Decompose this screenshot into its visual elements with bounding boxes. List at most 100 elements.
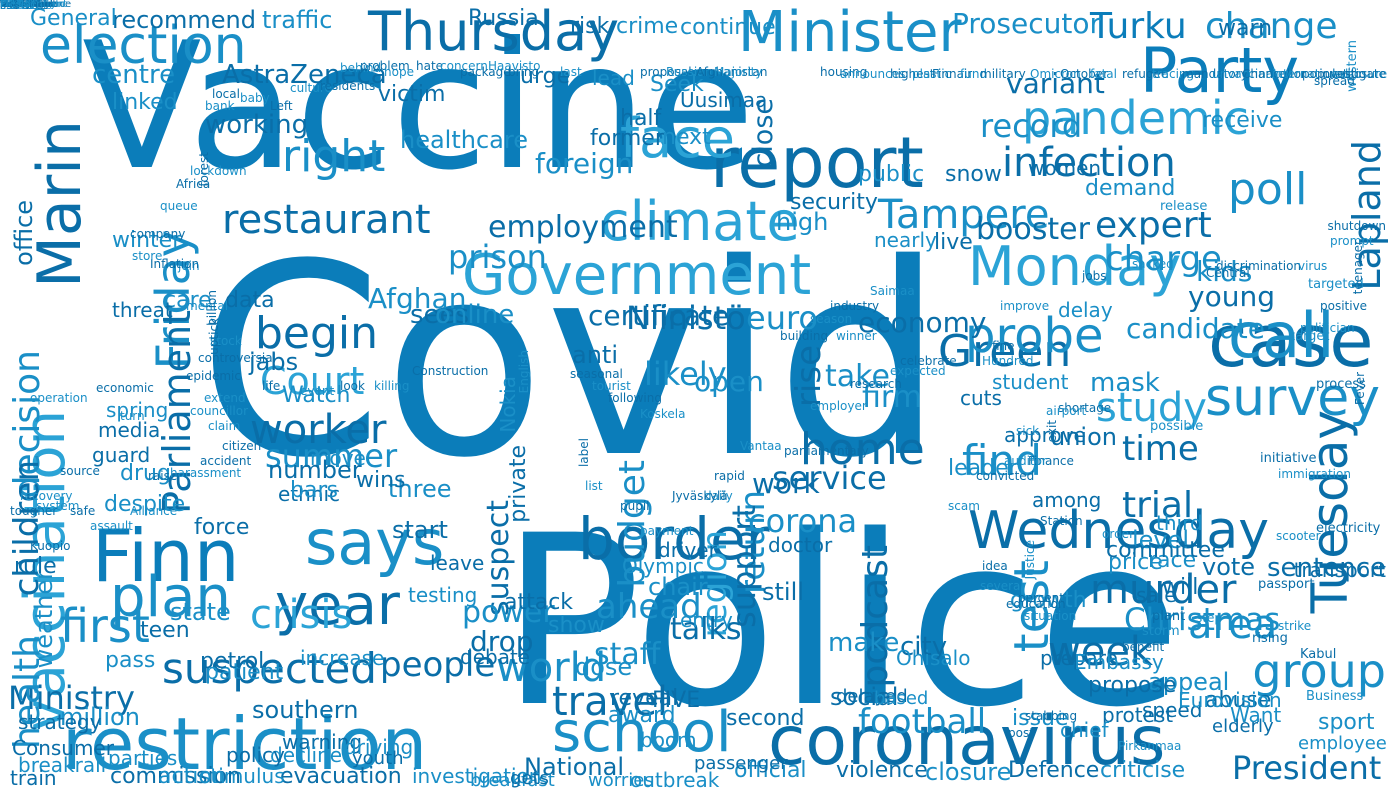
cloud-word: celebrate (900, 354, 957, 368)
cloud-word: Russian (666, 65, 713, 79)
cloud-word: mental (186, 299, 229, 313)
cloud-word: kids (1196, 255, 1253, 288)
cloud-word: building (780, 329, 829, 343)
cloud-word: Afghanistan (696, 65, 768, 79)
cloud-word: bars (290, 478, 338, 503)
cloud-word: asylum (0, 0, 37, 10)
cloud-word: Belarus (0, 0, 38, 10)
cloud-word: percent (1018, 591, 1064, 605)
cloud-word: tunnel (0, 0, 32, 10)
cloud-word: plastic (912, 67, 952, 81)
cloud-word: candidate (1126, 312, 1265, 345)
cloud-word: planning (0, 0, 44, 10)
cloud-word: Majority (714, 65, 763, 79)
cloud-word: harassment (170, 466, 242, 480)
cloud-word: Wednesday (968, 501, 1270, 561)
cloud-word: gets (510, 768, 549, 789)
cloud-word: local (212, 87, 240, 101)
cloud-word: discrimination (1216, 259, 1302, 273)
cloud-word: confidence (0, 0, 55, 10)
cloud-word: issue (1012, 706, 1069, 731)
cloud-word: President (1232, 749, 1382, 787)
cloud-word: ease (0, 0, 24, 10)
cloud-word: report (710, 122, 924, 204)
cloud-word: reveal (610, 686, 679, 711)
cloud-word: exposure (1332, 67, 1388, 81)
cloud-word: Ministry (8, 679, 135, 717)
cloud-word: emergency (0, 0, 57, 10)
cloud-word: summit (0, 0, 38, 10)
cloud-word: council (0, 0, 36, 10)
cloud-word: complex (0, 0, 43, 10)
cloud-word: Jyväskylä (672, 489, 728, 503)
cloud-word: spring (106, 398, 169, 422)
cloud-word: announces (840, 67, 906, 81)
cloud-word: minor (0, 0, 30, 10)
cloud-word: student (992, 370, 1069, 394)
cloud-word: variant (1006, 67, 1105, 100)
cloud-word: winner (836, 329, 877, 343)
cloud-word: Cabinet (0, 0, 39, 10)
cloud-word: passport (1258, 577, 1315, 592)
cloud-word: Inflation (150, 257, 200, 271)
cloud-word: education (1006, 597, 1066, 611)
cloud-word: criminal (0, 0, 41, 10)
cloud-word: related (0, 0, 36, 10)
cloud-word: step (1196, 611, 1222, 625)
cloud-word: virus (1298, 259, 1328, 273)
cloud-word: hate (416, 59, 444, 73)
cloud-word: driver (658, 538, 717, 562)
cloud-word: Sote (0, 0, 23, 10)
cloud-word: climate (600, 190, 800, 253)
cloud-word: queue (160, 199, 198, 213)
cloud-word: vehicle (0, 0, 36, 10)
cloud-word: warm (0, 0, 28, 10)
cloud-word: assault (90, 519, 133, 533)
cloud-word: entry (680, 608, 733, 632)
cloud-word: sector (0, 0, 32, 10)
cloud-word: employee (1298, 733, 1387, 754)
cloud-word: Thursday (368, 0, 620, 63)
cloud-word: rule (14, 554, 57, 579)
cloud-word: funding (0, 0, 39, 10)
cloud-word: show (548, 613, 605, 638)
cloud-word: model (0, 0, 32, 10)
cloud-word: release (1160, 199, 1208, 214)
cloud-word: Saimaa (870, 284, 915, 298)
cloud-word: aims (0, 0, 24, 10)
cloud-word: consumption (0, 0, 65, 10)
cloud-word: bank (205, 99, 235, 113)
cloud-word: find (962, 436, 1042, 485)
cloud-word: cuts (960, 386, 1002, 410)
cloud-word: language (0, 0, 47, 10)
cloud-word: sentence (1267, 553, 1386, 583)
cloud-word: distance (0, 0, 43, 10)
cloud-word: shot (0, 0, 22, 10)
cloud-word: several (980, 579, 1024, 593)
cloud-word: complaint (0, 0, 50, 10)
cloud-word: daily (704, 489, 733, 503)
cloud-word: food (0, 0, 23, 10)
cloud-word: updated (0, 0, 42, 10)
cloud-word: accident (200, 454, 252, 468)
cloud-word: culture (290, 81, 332, 95)
cloud-word: learning (0, 0, 41, 10)
cloud-word: give (0, 0, 22, 10)
cloud-word: tighten (0, 0, 36, 10)
cloud-word: corona (748, 502, 858, 540)
cloud-word: AstraZeneca (222, 60, 387, 90)
cloud-word: proposal (640, 65, 692, 79)
cloud-word: elderly (1212, 716, 1274, 737)
cloud-word: Defence (1008, 758, 1100, 783)
cloud-word: restriction (62, 702, 428, 786)
cloud-word: risk (570, 14, 610, 39)
cloud-word: Kela (0, 0, 22, 10)
cloud-word: prison (448, 238, 547, 276)
cloud-word: movement (0, 0, 55, 10)
cloud-word: former (590, 126, 664, 151)
cloud-word: propose (1088, 673, 1177, 698)
cloud-word: future (0, 0, 31, 10)
cloud-word: attempted (0, 0, 53, 10)
cloud-word: electricity (1316, 521, 1381, 536)
cloud-word: home (800, 424, 925, 475)
